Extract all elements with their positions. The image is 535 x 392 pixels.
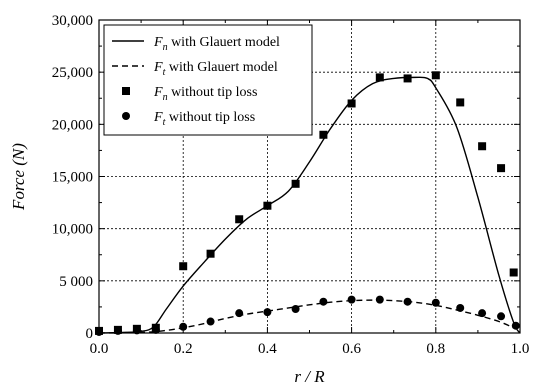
square-marker	[509, 268, 518, 277]
legend-subscript: n	[163, 42, 168, 53]
circle-marker	[263, 308, 272, 317]
square-marker	[179, 262, 188, 271]
x-tick-label: 0.6	[342, 341, 361, 357]
legend-symbol: F	[153, 110, 163, 125]
square-marker	[319, 130, 328, 139]
x-tick-label: 0.0	[90, 341, 109, 357]
circle-marker	[497, 312, 506, 321]
legend-box	[103, 24, 313, 136]
legend-text-rest: without tip loss	[165, 110, 255, 125]
x-tick-label: 0.8	[426, 341, 445, 357]
square-marker	[347, 99, 356, 108]
legend-subscript: t	[163, 67, 166, 78]
square-marker	[235, 215, 244, 224]
circle-marker	[403, 297, 412, 306]
square-marker	[375, 73, 384, 82]
legend-subscript: n	[163, 92, 168, 103]
circle-marker	[375, 295, 384, 304]
y-axis-title: Force (N)	[9, 143, 28, 211]
circle-marker	[179, 322, 188, 331]
circle-marker	[151, 325, 160, 334]
legend-square-marker	[122, 87, 130, 95]
y-tick-label: 5 000	[59, 274, 93, 290]
legend-symbol: F	[153, 85, 163, 100]
circle-marker	[206, 317, 215, 326]
legend-subscript: t	[163, 117, 166, 128]
x-tick-label: 0.4	[258, 341, 277, 357]
square-marker	[263, 201, 272, 210]
square-marker	[403, 74, 412, 83]
plot-frame	[98, 19, 521, 334]
legend-circle-marker	[122, 112, 130, 120]
legend-text-rest: with Glauert model	[168, 35, 280, 50]
legend-label-2: Fn without tip loss	[153, 85, 257, 103]
x-tick-label: 0.2	[174, 341, 193, 357]
square-marker	[456, 98, 465, 107]
legend-symbol: F	[153, 60, 163, 75]
circle-marker	[478, 309, 487, 318]
y-tick-label: 0	[86, 326, 94, 342]
y-tick-label: 15,000	[52, 170, 93, 186]
y-tick-label: 10,000	[52, 222, 93, 238]
square-marker	[291, 179, 300, 188]
legend-label-1: Ft with Glauert model	[153, 60, 278, 78]
circle-marker	[235, 309, 244, 318]
circle-marker	[456, 303, 465, 312]
circle-marker	[511, 321, 520, 330]
circle-marker	[347, 295, 356, 304]
legend-symbol: F	[153, 35, 163, 50]
x-tick-label: 1.0	[511, 341, 530, 357]
circle-marker	[319, 297, 328, 306]
x-axis-title: r / R	[294, 367, 325, 386]
y-tick-label: 20,000	[52, 117, 93, 133]
legend-text-rest: without tip loss	[168, 85, 258, 100]
square-marker	[206, 249, 215, 258]
y-tick-label: 30,000	[52, 13, 93, 29]
square-marker	[478, 142, 487, 151]
tick-labels: 0.0 0.2 0.4 0.6 0.8 1.0 0 5 000 10,000 15,000 20,0…	[52, 13, 530, 357]
legend-text-rest: with Glauert model	[165, 60, 277, 75]
legend-label-3: Ft without tip loss	[153, 110, 255, 128]
circle-marker	[291, 305, 300, 314]
y-tick-label: 25,000	[52, 65, 93, 81]
legend-label-0: Fn with Glauert model	[153, 35, 280, 53]
square-marker	[497, 164, 506, 173]
circle-marker	[113, 326, 122, 335]
square-marker	[431, 71, 440, 80]
circle-marker	[132, 326, 141, 335]
plot-series	[95, 71, 521, 336]
circle-marker	[431, 298, 440, 307]
